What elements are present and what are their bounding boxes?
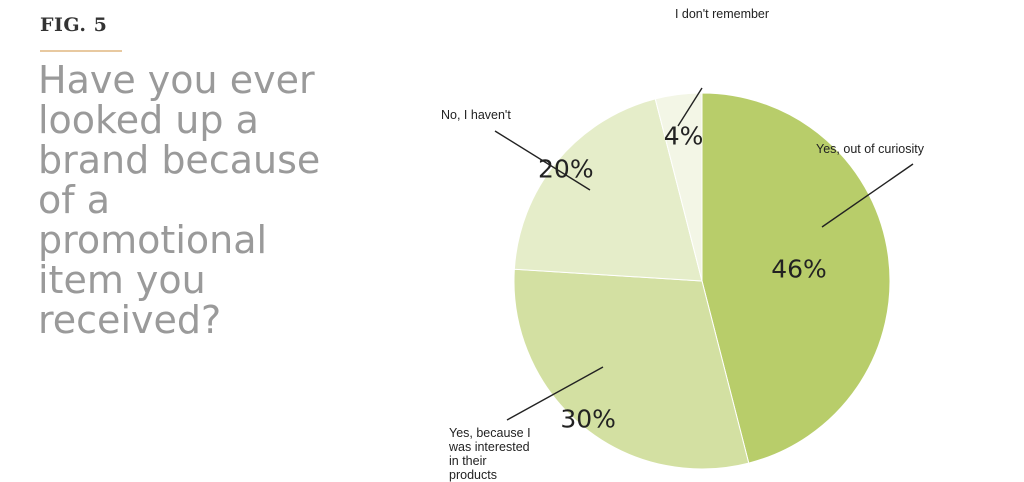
category-label-i-don-t-remember: I don't remember bbox=[675, 7, 769, 21]
leader-line-yes-out-of-curiosity bbox=[821, 163, 914, 228]
pie-slice-yes-because-i-was-interested-in-their-products bbox=[513, 268, 750, 470]
pie-slice-yes-out-of-curiosity bbox=[701, 92, 891, 464]
pie-slice-i-don-t-remember bbox=[654, 92, 703, 282]
pie-value-label-i-don-t-remember: 4% bbox=[664, 122, 704, 151]
pie-value-label-no-i-haven-t: 20% bbox=[538, 154, 594, 183]
category-label-yes-out-of-curiosity: Yes, out of curiosity bbox=[816, 142, 925, 156]
leader-line-yes-because-i-was-interested-in-their-products bbox=[506, 366, 604, 421]
pie-value-label-yes-because-i-was-interested-in-their-products: 30% bbox=[560, 405, 616, 434]
category-label-no-i-haven-t: No, I haven't bbox=[441, 108, 511, 122]
pie-value-label-yes-out-of-curiosity: 46% bbox=[771, 255, 827, 284]
pie-slice-no-i-haven-t bbox=[513, 98, 703, 282]
leader-line-i-don-t-remember bbox=[677, 87, 703, 127]
leader-line-no-i-haven-t bbox=[494, 130, 591, 191]
figure-label: FIG. 5 bbox=[40, 14, 108, 36]
chart-question-title: Have you ever looked up a brand because … bbox=[38, 58, 321, 342]
figure-label-underline bbox=[40, 50, 122, 52]
